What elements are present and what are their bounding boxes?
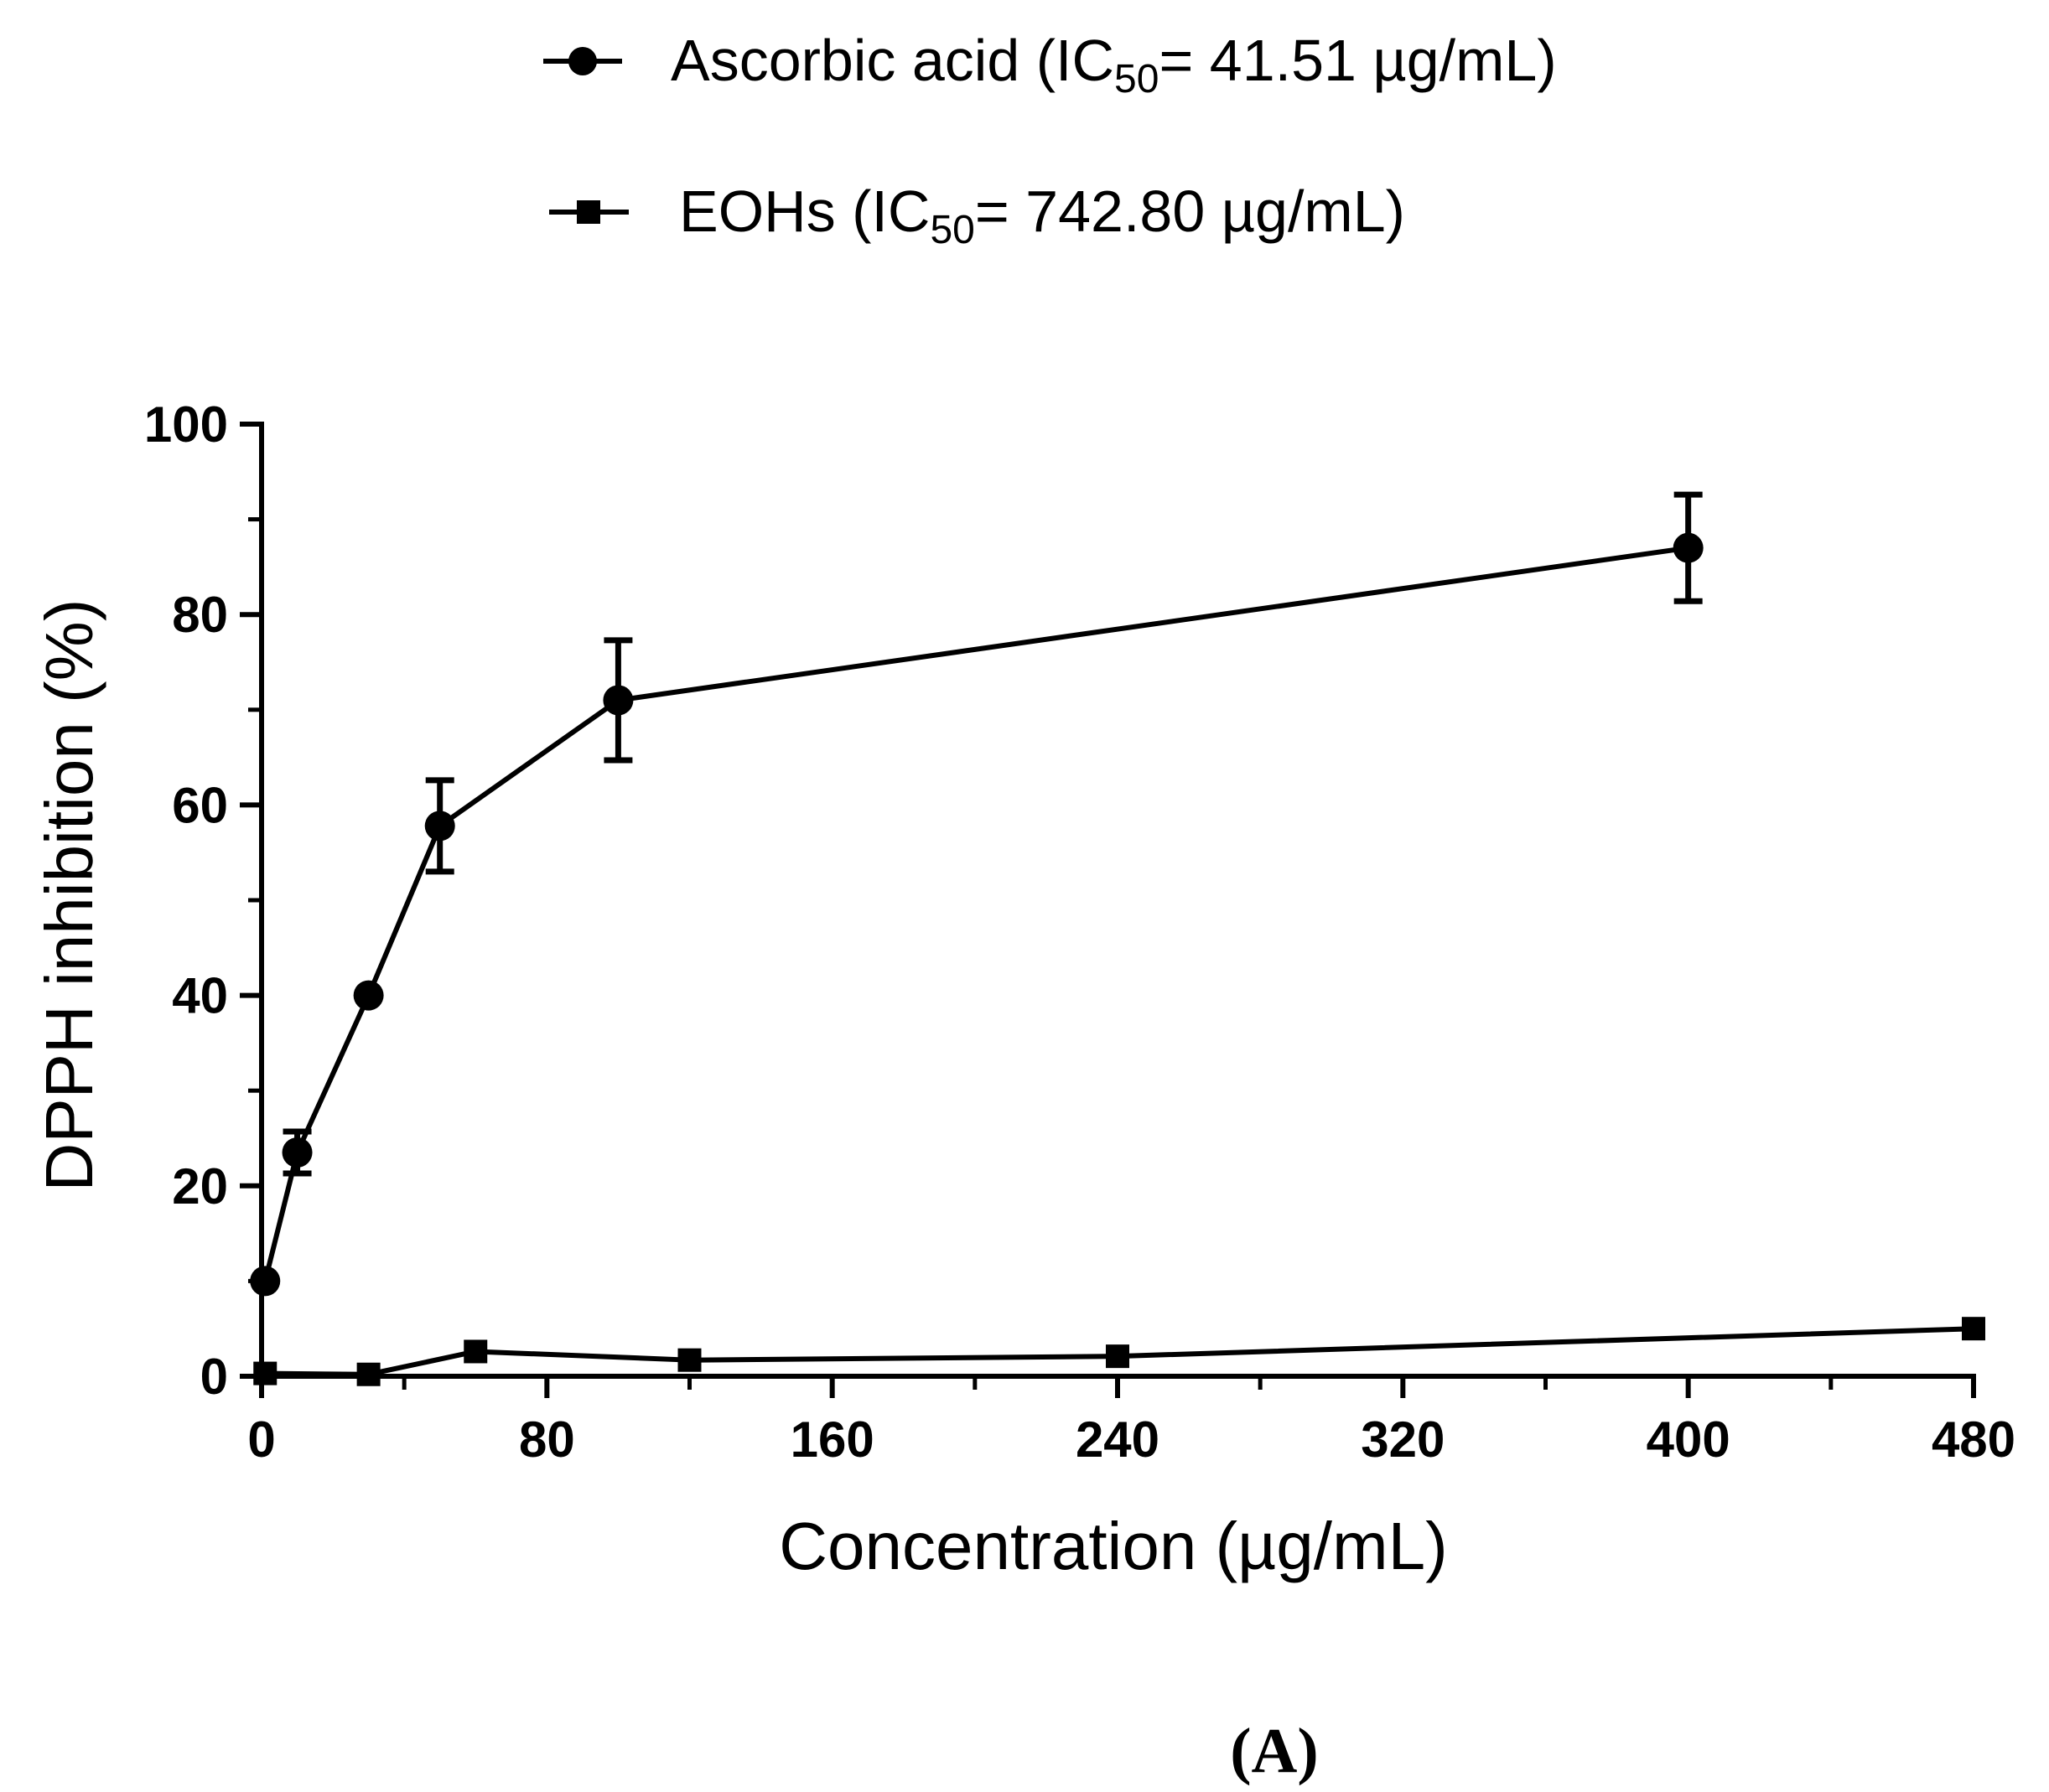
x-ticks: 0 80 160 240 320 400 480 <box>247 1376 2015 1468</box>
x-tick-label: 160 <box>791 1411 874 1468</box>
y-tick-label: 20 <box>172 1158 228 1215</box>
legend-label-eohs-sub: 50 <box>930 208 974 252</box>
y-axis-title: DPPH inhibition (%) <box>32 599 106 1192</box>
x-axis-title: Concentration (µg/mL) <box>779 1509 1448 1583</box>
data-point-circle <box>353 980 384 1011</box>
legend-label-eohs-prefix: EOHs (IC <box>679 179 930 244</box>
legend-marker-circle <box>568 47 597 75</box>
data-point-circle <box>250 1266 281 1297</box>
y-tick-label: 100 <box>144 396 228 453</box>
legend-label-ascorbic-suffix: = 41.51 µg/mL) <box>1159 28 1556 93</box>
panel-label: (A) <box>1230 1716 1319 1786</box>
y-tick-label: 0 <box>200 1349 228 1405</box>
data-point-square <box>677 1348 702 1372</box>
data-point-square <box>356 1362 381 1386</box>
legend-label-eohs-suffix: = 742.80 µg/mL) <box>975 179 1405 244</box>
y-ticks: 0 20 40 60 80 100 <box>144 396 262 1405</box>
legend: Ascorbic acid (IC50= 41.51 µg/mL) EOHs (… <box>543 28 1557 252</box>
x-tick-label: 240 <box>1076 1411 1159 1468</box>
data-point-square <box>1962 1317 1985 1341</box>
series-layer <box>250 491 1985 1386</box>
data-point-circle <box>1673 532 1704 563</box>
data-point-square <box>253 1361 278 1385</box>
legend-label-eohs: EOHs (IC50= 742.80 µg/mL) <box>679 179 1405 252</box>
legend-entry-eohs: EOHs (IC50= 742.80 µg/mL) <box>549 179 1405 252</box>
legend-label-ascorbic-prefix: Ascorbic acid (IC <box>671 28 1114 93</box>
data-point-square <box>1106 1344 1129 1369</box>
x-tick-label: 400 <box>1647 1411 1730 1468</box>
legend-label-ascorbic-sub: 50 <box>1114 57 1159 101</box>
x-tick-label: 480 <box>1932 1411 2015 1468</box>
data-point-circle <box>282 1137 313 1168</box>
x-tick-label: 0 <box>247 1411 275 1468</box>
data-point-square <box>464 1339 488 1364</box>
y-tick-label: 40 <box>172 968 228 1024</box>
y-tick-label: 80 <box>172 587 228 643</box>
series-eohs <box>253 1317 1985 1386</box>
legend-entry-ascorbic-acid: Ascorbic acid (IC50= 41.51 µg/mL) <box>543 28 1557 101</box>
series-line-eohs <box>265 1326 1974 1377</box>
legend-label-ascorbic-acid: Ascorbic acid (IC50= 41.51 µg/mL) <box>671 28 1557 101</box>
series-ascorbic-acid <box>250 491 1704 1297</box>
data-point-circle <box>424 811 455 842</box>
data-point-circle <box>603 685 634 716</box>
x-tick-label: 80 <box>519 1411 575 1468</box>
axes <box>259 422 1976 1379</box>
series-line-ascorbic-acid <box>262 545 1689 1282</box>
y-tick-label: 60 <box>172 777 228 833</box>
x-tick-label: 320 <box>1361 1411 1445 1468</box>
legend-marker-square <box>577 200 600 224</box>
